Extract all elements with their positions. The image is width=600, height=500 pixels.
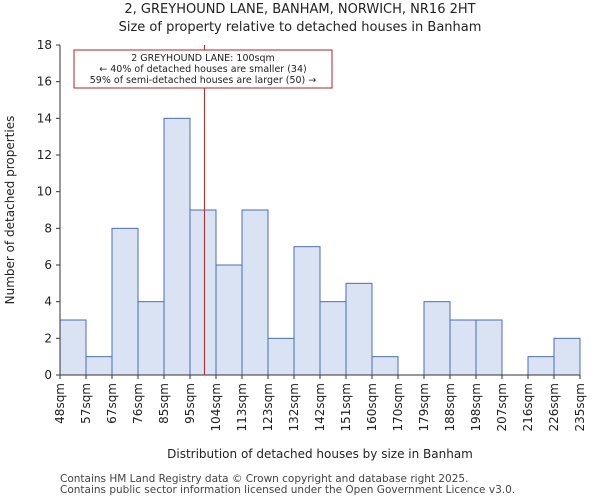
x-tick-label: 188sqm (443, 383, 457, 431)
y-axis-label: Number of detached properties (3, 116, 17, 305)
annotation-line-3: 59% of semi-detached houses are larger (… (90, 75, 317, 86)
y-tick-label: 12 (37, 148, 52, 162)
x-tick-label: 85sqm (157, 383, 171, 424)
bar-57sqm (85, 356, 113, 376)
y-tick-label: 16 (37, 75, 52, 89)
bar-95sqm (189, 209, 217, 376)
x-tick-label: 104sqm (209, 383, 223, 431)
x-tick-label: 76sqm (131, 383, 145, 424)
x-tick-label: 151sqm (339, 383, 353, 431)
y-tick-label: 2 (44, 331, 52, 345)
y-tick-label: 14 (37, 111, 52, 125)
chart-title: 2, GREYHOUND LANE, BANHAM, NORWICH, NR16… (124, 2, 476, 17)
y-tick-label: 18 (37, 38, 52, 52)
x-tick-label: 170sqm (391, 383, 405, 431)
bar-151sqm (345, 282, 373, 376)
y-tick-label: 4 (44, 295, 52, 309)
bar-67sqm (111, 227, 139, 376)
x-tick-label: 57sqm (79, 383, 93, 424)
y-tick-label: 8 (44, 221, 52, 235)
footer-licence: Contains public sector information licen… (60, 484, 516, 496)
x-tick-label: 226sqm (547, 383, 561, 431)
bar-142sqm (319, 301, 347, 376)
annotation-line-2: ← 40% of detached houses are smaller (34… (99, 64, 306, 75)
x-tick-label: 160sqm (365, 383, 379, 431)
bar-123sqm (267, 337, 295, 376)
x-tick-label: 67sqm (105, 383, 119, 424)
y-tick-label: 10 (37, 185, 52, 199)
x-tick-label: 235sqm (573, 383, 587, 431)
annotation-box: 2 GREYHOUND LANE: 100sqm ← 40% of detach… (73, 49, 333, 89)
bar-160sqm (371, 356, 399, 376)
bar-132sqm (293, 246, 321, 376)
x-tick-label: 179sqm (417, 383, 431, 431)
bar-85sqm (163, 117, 191, 376)
x-tick-label: 48sqm (53, 383, 67, 424)
x-axis-label: Distribution of detached houses by size … (167, 447, 473, 461)
bar-216sqm (527, 356, 555, 376)
footer-copyright: Contains HM Land Registry data © Crown c… (60, 473, 469, 485)
bar-198sqm (475, 319, 503, 376)
histogram-chart: 0 2 4 6 8 10 12 14 16 18 48sqm 57sqm 67sqm 76sqm 85sq… (3, 38, 587, 461)
x-tick-label: 142sqm (313, 383, 327, 431)
bar-104sqm (215, 264, 243, 376)
bar-113sqm (241, 209, 269, 376)
bar-48sqm (59, 319, 87, 376)
annotation-line-1: 2 GREYHOUND LANE: 100sqm (131, 53, 275, 64)
x-tick-label: 123sqm (261, 383, 275, 431)
x-tick-label: 113sqm (235, 383, 249, 431)
bar-188sqm (449, 319, 477, 376)
bar-226sqm (553, 337, 581, 376)
y-tick-label: 6 (44, 258, 52, 272)
bar-76sqm (137, 301, 165, 376)
x-tick-label: 95sqm (183, 383, 197, 424)
bar-179sqm (423, 301, 451, 376)
chart-subtitle: Size of property relative to detached ho… (118, 20, 482, 35)
y-tick-label: 0 (44, 368, 52, 382)
x-tick-label: 132sqm (287, 383, 301, 431)
x-tick-label: 207sqm (495, 383, 509, 431)
x-tick-label: 198sqm (469, 383, 483, 431)
x-tick-label: 216sqm (521, 383, 535, 431)
